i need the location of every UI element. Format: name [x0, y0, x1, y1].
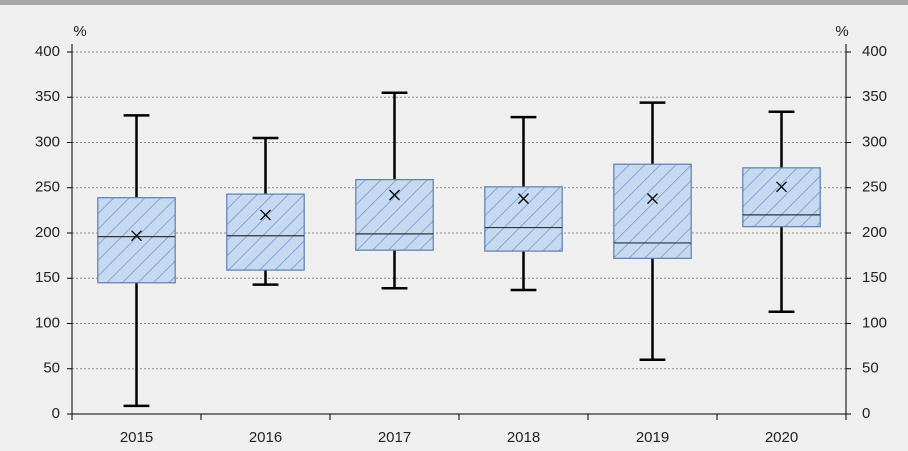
y2-tick-label: 50 — [862, 360, 879, 377]
y-tick-label: 0 — [52, 405, 60, 422]
y2-tick-label: 350 — [862, 88, 887, 105]
y-tick-label: 250 — [35, 179, 60, 196]
box — [226, 193, 305, 271]
y-tick-label: 200 — [35, 224, 60, 241]
y-tick-label: 300 — [35, 133, 60, 150]
y2-tick-label: 0 — [862, 405, 870, 422]
mean-marker — [776, 181, 787, 193]
x-tick-label: 2015 — [120, 429, 153, 446]
box — [613, 163, 692, 259]
x-tick-label: 2020 — [765, 429, 798, 446]
y-tick-label: 350 — [35, 88, 60, 105]
x-tick-label: 2018 — [507, 429, 540, 446]
y2-tick-label: 250 — [862, 179, 887, 196]
box — [484, 186, 563, 252]
y2-tick-label: 100 — [862, 314, 887, 331]
y2-tick-label: 400 — [862, 43, 887, 60]
y-tick-label: 50 — [43, 360, 60, 377]
mean-marker — [260, 209, 271, 221]
y-axis-label: % — [73, 23, 86, 40]
y-tick-label: 400 — [35, 43, 60, 60]
y-tick-label: 100 — [35, 314, 60, 331]
mean-marker — [131, 230, 142, 242]
box — [742, 167, 821, 228]
mean-marker — [389, 189, 400, 201]
box — [97, 197, 176, 284]
y2-tick-label: 150 — [862, 269, 887, 286]
x-tick-label: 2016 — [249, 429, 282, 446]
x-tick-label: 2017 — [378, 429, 411, 446]
y2-tick-label: 300 — [862, 133, 887, 150]
y-tick-label: 150 — [35, 269, 60, 286]
y2-axis-label: % — [835, 23, 848, 40]
mean-marker — [518, 193, 529, 205]
box — [355, 179, 434, 251]
top-bar — [0, 0, 908, 5]
y2-tick-label: 200 — [862, 224, 887, 241]
x-tick-label: 2019 — [636, 429, 669, 446]
mean-marker — [647, 193, 658, 205]
